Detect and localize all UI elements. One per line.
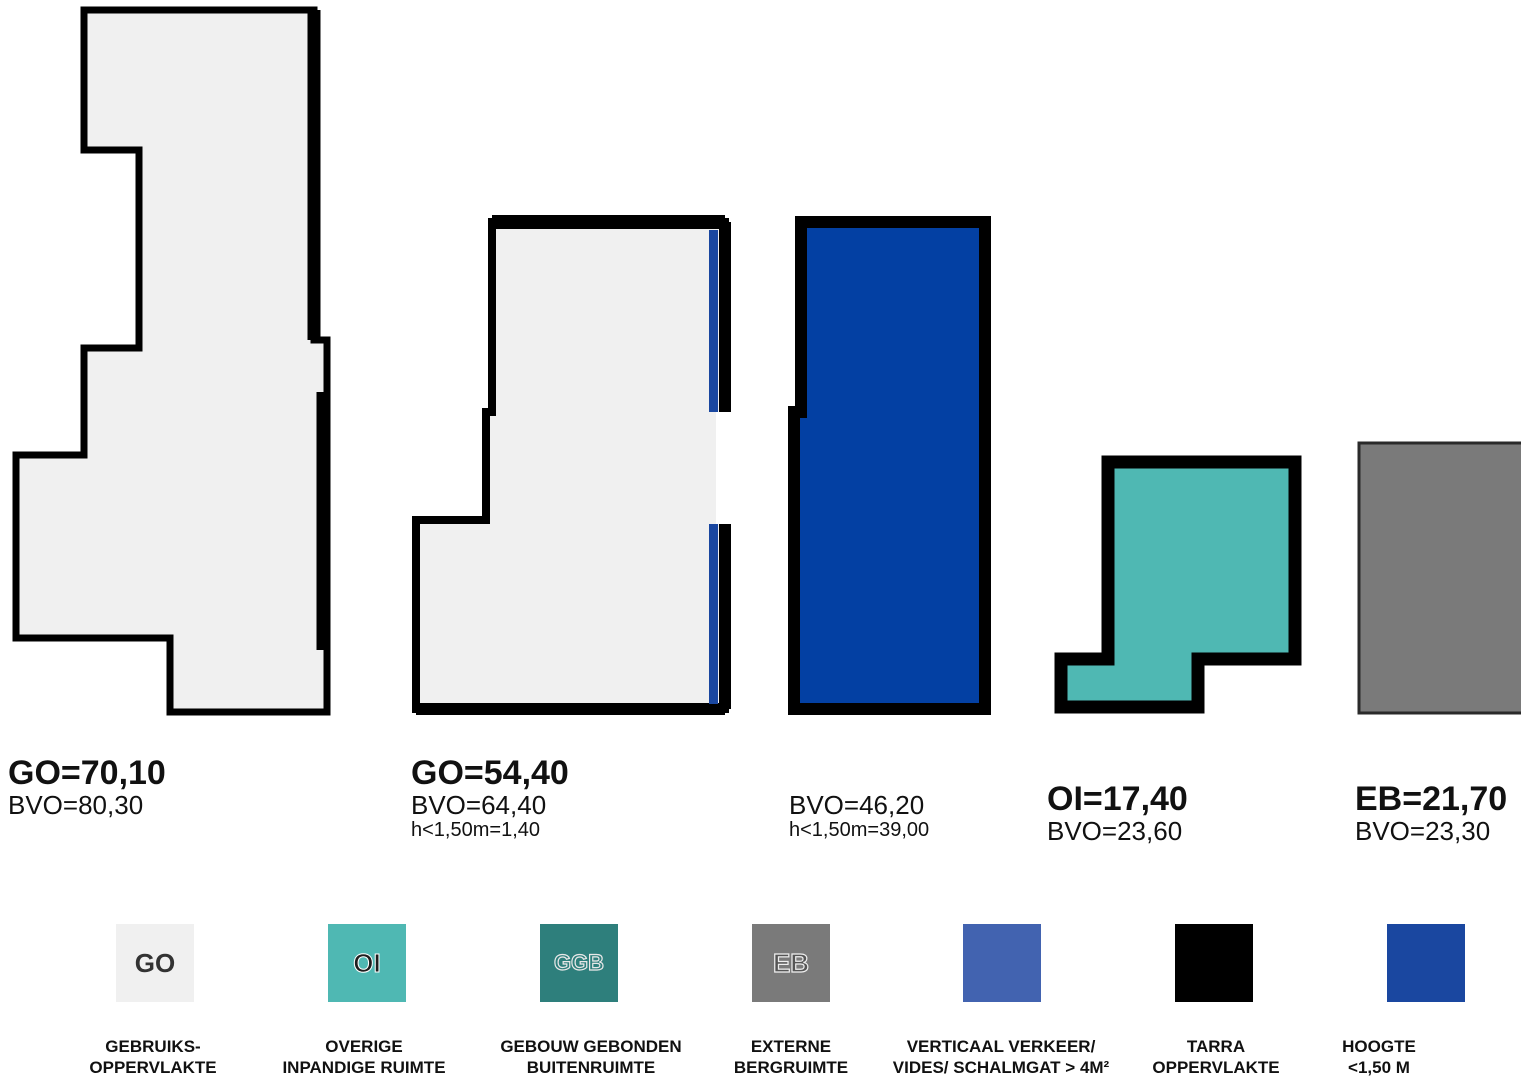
legend-swatch-go-code: GO xyxy=(134,947,176,978)
plan-3-bvo-value: BVO=46,20 xyxy=(789,790,925,820)
plan-2-bvo-value: BVO=64,40 xyxy=(411,790,547,820)
legend-label-ggb-line2: BUITENRUIMTE xyxy=(526,1058,656,1077)
plan-go-54-outline xyxy=(412,218,729,713)
legend-swatch-hoogte xyxy=(1387,924,1465,1002)
plan-bvo-46 xyxy=(788,216,991,715)
plan-go-70-outline xyxy=(12,6,331,716)
legend-label-verkeer: VERTICAAL VERKEER/ VIDES/ SCHALMGAT > 4M… xyxy=(871,1036,1131,1078)
plan-oi-17 xyxy=(1054,455,1302,714)
legend-label-hoogte-line1: HOOGTE xyxy=(1342,1037,1416,1056)
legend-label-go-line1: GEBRUIKS- xyxy=(105,1037,201,1056)
plan-5-bvo-value: BVO=23,30 xyxy=(1355,816,1491,846)
legend-label-hoogte: HOOGTE <1,50 M xyxy=(1209,1036,1521,1078)
plan-2-go-value: GO=54,40 xyxy=(411,754,569,792)
legend-label-ggb-line1: GEBOUW GEBONDEN xyxy=(500,1037,682,1056)
legend-label-oi-line1: OVERIGE xyxy=(325,1037,403,1056)
plan-go-70 xyxy=(12,6,331,716)
legend-label-verkeer-line2: VIDES/ SCHALMGAT > 4M² xyxy=(892,1058,1110,1077)
legend-label-eb-line2: BERGRUIMTE xyxy=(733,1058,849,1077)
legend-label-go: GEBRUIKS- OPPERVLAKTE xyxy=(23,1036,283,1078)
plan-go-54-wall-gap xyxy=(716,412,732,524)
plan-oi-17-outline xyxy=(1054,455,1302,714)
legend-label-ggb: GEBOUW GEBONDEN BUITENRUIMTE xyxy=(461,1036,721,1078)
plan-go-54-low-height-strip-bottom xyxy=(709,524,718,704)
plan-go-54-low-height-strip-top xyxy=(709,230,718,412)
plan-go-54 xyxy=(412,215,732,715)
legend-label-eb: EXTERNE BERGRUIMTE xyxy=(661,1036,921,1078)
plan-2-label: GO=54,40 BVO=64,40 h<1,50m=1,40 xyxy=(411,755,569,841)
plan-1-bvo-value: BVO=80,30 xyxy=(8,790,144,820)
legend-label-tarra-line2: OPPERVLAKTE xyxy=(1152,1058,1280,1077)
plan-5-label: EB=21,70 BVO=23,30 xyxy=(1355,781,1507,845)
plan-1-go-value: GO=70,10 xyxy=(8,754,166,792)
plan-1-label: GO=70,10 BVO=80,30 xyxy=(8,755,166,819)
legend-swatch-oi: OI xyxy=(328,924,406,1002)
legend-swatch-tarra xyxy=(1175,924,1253,1002)
plan-3-low-height-value: h<1,50m=39,00 xyxy=(789,819,930,841)
legend-swatch-go: GO xyxy=(116,924,194,1002)
legend-label-oi: OVERIGE INPANDIGE RUIMTE xyxy=(234,1036,494,1078)
legend-swatch-verkeer xyxy=(963,924,1041,1002)
plan-bvo-46-outline xyxy=(788,216,991,715)
legend-label-verkeer-line1: VERTICAAL VERKEER/ xyxy=(906,1037,1096,1056)
legend-label-hoogte-line2: <1,50 M xyxy=(1348,1058,1410,1077)
legend-swatch-eb: EB xyxy=(752,924,830,1002)
legend-label-go-line2: OPPERVLAKTE xyxy=(89,1058,217,1077)
legend-label-tarra: TARRA OPPERVLAKTE xyxy=(1086,1036,1346,1078)
plan-5-eb-value: EB=21,70 xyxy=(1355,780,1508,818)
plan-4-oi-value: OI=17,40 xyxy=(1047,780,1188,818)
legend-swatch-eb-code: EB xyxy=(772,947,810,978)
legend-swatch-ggb: GGB xyxy=(540,924,618,1002)
legend-label-tarra-line1: TARRA xyxy=(1186,1037,1246,1056)
legend-swatch-ggb-code: GGB xyxy=(553,949,605,975)
legend-swatch-oi-code: OI xyxy=(353,947,381,978)
plan-4-label: OI=17,40 BVO=23,60 xyxy=(1047,781,1188,845)
plan-eb-21 xyxy=(1357,441,1521,715)
plan-eb-21-outline xyxy=(1357,441,1521,715)
plan-4-bvo-value: BVO=23,60 xyxy=(1047,816,1183,846)
plan-3-label: BVO=46,20 h<1,50m=39,00 xyxy=(789,791,929,841)
legend-label-oi-line2: INPANDIGE RUIMTE xyxy=(282,1058,446,1077)
legend-label-eb-line1: EXTERNE xyxy=(750,1037,832,1056)
plan-2-low-height-value: h<1,50m=1,40 xyxy=(411,819,540,841)
